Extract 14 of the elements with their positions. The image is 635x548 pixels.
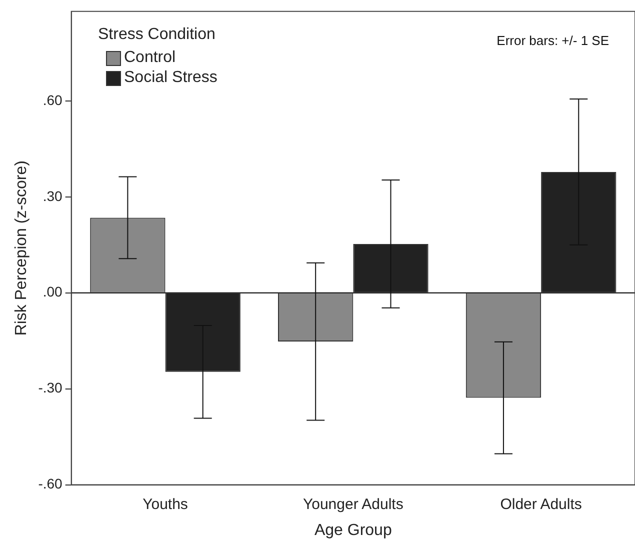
legend-label: Social Stress bbox=[124, 68, 218, 88]
legend-label: Control bbox=[124, 48, 176, 68]
x-tick-label: Older Adults bbox=[500, 496, 582, 513]
y-axis-title: Risk Percepion (z-score) bbox=[13, 160, 30, 336]
x-tick-label: Youths bbox=[142, 496, 188, 513]
y-tick-label: -.60 bbox=[38, 476, 63, 492]
y-tick-label: .30 bbox=[42, 188, 63, 204]
y-tick-label: .60 bbox=[42, 92, 63, 108]
x-tick-label: Younger Adults bbox=[302, 496, 404, 513]
x-axis-title: Age Group bbox=[314, 522, 392, 539]
legend-title: Stress Condition bbox=[98, 26, 216, 44]
y-tick-label: -.30 bbox=[38, 380, 63, 396]
y-tick-label: .00 bbox=[42, 284, 63, 300]
annotation: Error bars: +/- 1 SE bbox=[496, 33, 609, 48]
